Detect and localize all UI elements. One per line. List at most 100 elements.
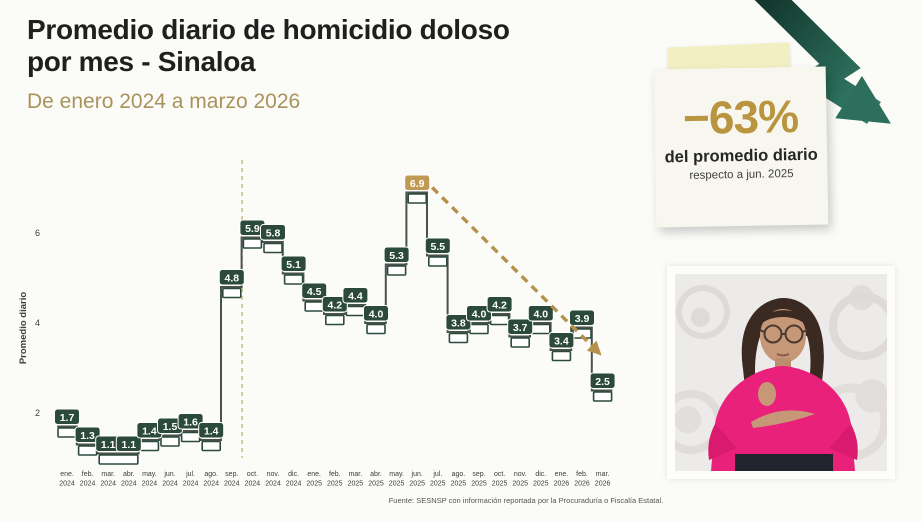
value-label: 4.2: [486, 296, 513, 313]
value-label: 6.9: [404, 174, 431, 191]
x-axis-label: abr. 2024: [121, 471, 137, 488]
svg-text:3.9: 3.9: [575, 313, 590, 325]
step-underline-box: [427, 256, 448, 267]
svg-text:1.1: 1.1: [121, 439, 136, 451]
svg-text:4.2: 4.2: [492, 300, 507, 312]
value-label: 1.4: [136, 422, 163, 439]
svg-text:4.0: 4.0: [472, 309, 487, 321]
x-axis-label: feb. 2025: [327, 471, 343, 488]
reduction-percentage: −63%: [682, 90, 799, 145]
page-subtitle: De enero 2024 a marzo 2026: [27, 90, 301, 113]
interpreter-fringe: [759, 310, 807, 326]
interpreter-forearm: [751, 410, 815, 428]
value-label: 3.4: [548, 332, 575, 349]
svg-text:4: 4: [35, 318, 40, 328]
x-axis-label: jun. 2025: [409, 471, 425, 488]
step-underline-box: [510, 337, 531, 348]
homicide-step-chart: 1.7 1.3 1.1 1.1 1.4 1.5 1.6 1.4 4.8 5.9 5.8 5.1 4.5 4…: [18, 160, 616, 488]
svg-text:2: 2: [35, 408, 40, 418]
value-label: 5.1: [280, 255, 307, 272]
interpreter-person: [708, 298, 858, 471]
interpreter-hand-raised: [758, 382, 776, 406]
reduction-caption: del promedio diario: [664, 145, 818, 167]
value-label: 5.5: [424, 237, 451, 254]
reduction-subcaption: respecto a jun. 2025: [689, 168, 794, 182]
svg-text:1.6: 1.6: [183, 417, 198, 429]
step-underline-box: [386, 265, 407, 276]
svg-text:1.4: 1.4: [142, 426, 157, 438]
step-underline-box: [201, 440, 221, 452]
value-label: 4.2: [321, 296, 348, 313]
x-axis-label: feb. 2024: [80, 471, 96, 488]
value-label: 4.5: [301, 282, 328, 299]
value-label: 4.0: [466, 305, 492, 322]
svg-text:5.8: 5.8: [266, 228, 281, 240]
x-axis-label: ago. 2025: [451, 471, 467, 488]
step-underline-box: [242, 238, 263, 249]
value-label: 3.8: [445, 314, 472, 331]
value-label: 4.4: [342, 287, 369, 304]
step-underline-box: [77, 445, 98, 456]
svg-text:1.5: 1.5: [163, 421, 178, 433]
svg-text:6: 6: [35, 228, 40, 238]
step-underline-box: [592, 391, 613, 402]
svg-text:5.3: 5.3: [389, 250, 404, 262]
step-underline-box: [448, 332, 469, 344]
sign-language-interpreter-illustration: [675, 285, 887, 471]
step-underline-box: [160, 436, 180, 447]
step-underline-box: [324, 314, 345, 326]
step-underline-box: [98, 454, 139, 465]
step-underline-box: [263, 242, 283, 254]
x-axis-label: dic. 2025: [533, 471, 549, 488]
x-axis-label: oct. 2024: [245, 471, 261, 488]
y-axis-ticks: 2 4 6: [35, 228, 40, 418]
svg-text:3.8: 3.8: [451, 318, 466, 330]
x-axis-label: oct. 2025: [492, 471, 508, 488]
value-label: 3.9: [569, 309, 595, 326]
svg-text:4.4: 4.4: [348, 291, 363, 303]
trend-arrow: [431, 186, 602, 356]
svg-text:6.9: 6.9: [410, 178, 425, 190]
value-label: 4.0: [527, 305, 554, 322]
x-axis-label: nov. 2025: [512, 471, 528, 488]
svg-text:4.2: 4.2: [327, 300, 342, 312]
value-label: 1.4: [198, 422, 225, 439]
interpreter-sleeve-left: [708, 424, 737, 460]
value-label: 1.6: [177, 413, 204, 430]
interpreter-face: [760, 309, 806, 363]
sign-language-interpreter-video: [667, 266, 895, 479]
x-axis-label: jun. 2024: [162, 471, 178, 488]
svg-text:5.1: 5.1: [286, 259, 301, 271]
svg-text:1.1: 1.1: [101, 439, 116, 451]
value-label: 1.7: [54, 408, 80, 425]
x-axis-label: dic. 2024: [286, 471, 302, 488]
svg-text:1.4: 1.4: [204, 426, 219, 438]
step-underline-box: [366, 323, 386, 335]
step-underline-box: [345, 305, 366, 317]
x-axis-label: jul. 2025: [430, 471, 446, 488]
x-axis-label: mar. 2025: [348, 471, 364, 488]
svg-text:2.5: 2.5: [595, 376, 610, 388]
x-axis-label: sep. 2024: [224, 471, 240, 488]
svg-text:5.5: 5.5: [430, 241, 445, 253]
step-underline-box: [551, 350, 572, 362]
page-title: Promedio diario de homicidio doloso por …: [27, 14, 647, 79]
step-underline-box: [222, 287, 242, 299]
value-labels: 1.7 1.3 1.1 1.1 1.4 1.5 1.6 1.4 4.8 5.9 5.8 5.1 4.5 4…: [54, 174, 616, 452]
interpreter-video-background: [675, 274, 887, 471]
svg-text:1.7: 1.7: [60, 412, 75, 424]
step-underline-box: [57, 427, 77, 438]
x-axis-label: mar. 2026: [595, 471, 611, 488]
step-underline-box: [283, 274, 304, 285]
x-axis-label: ene. 2025: [306, 471, 322, 488]
interpreter-glasses: [759, 324, 808, 344]
value-label: 1.3: [74, 426, 101, 443]
x-axis-label: nov. 2024: [265, 471, 281, 488]
value-label: 2.5: [589, 372, 616, 389]
step-underline-box: [530, 323, 551, 335]
value-label: 5.3: [383, 246, 410, 263]
step-underline-box: [407, 193, 428, 204]
svg-text:4.0: 4.0: [369, 309, 384, 321]
interpreter-skirt: [735, 454, 833, 471]
y-axis-title: Promedio diario: [18, 292, 29, 365]
